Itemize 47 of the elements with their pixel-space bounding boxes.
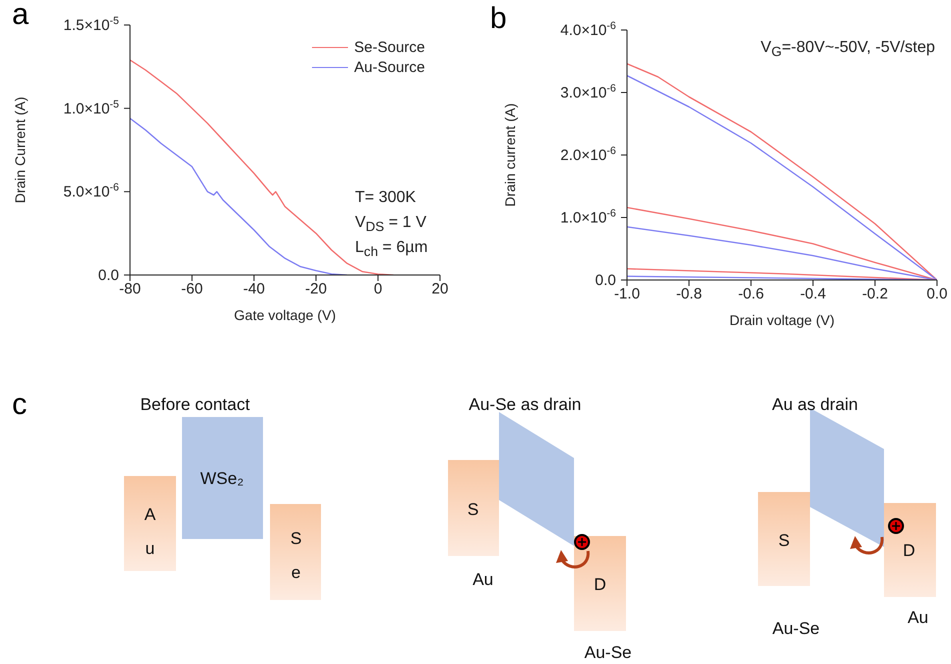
annotation: L$_{ch}$ = 6µm xyxy=(355,239,428,260)
x-tick-label: -0.6 xyxy=(738,286,764,303)
text: WSe₂ xyxy=(199,468,245,490)
y-tick-label: 1.0×10$^{-6}$ xyxy=(560,208,616,226)
text: D xyxy=(592,575,608,595)
x-tick-label: -1.0 xyxy=(614,286,640,303)
y-tick-label: 1.0×10$^{-5}$ xyxy=(63,98,120,118)
y-tick-label: 3.0×10$^{-6}$ xyxy=(560,82,616,102)
chart-title: b xyxy=(490,2,507,36)
text: Au-Se xyxy=(771,619,821,639)
text: Au xyxy=(906,608,930,628)
y-tick-label: 1.5×10$^{-5}$ xyxy=(63,15,120,34)
text: Au xyxy=(472,570,494,590)
text: Au as drain xyxy=(771,395,859,415)
x-tick-label: 0.0 xyxy=(926,286,948,303)
annotation: V$_{DS}$ = 1 V xyxy=(355,214,426,234)
legend-label: Se-Source xyxy=(354,38,425,56)
text: c xyxy=(12,388,27,422)
y-tick-label: 0.0 xyxy=(98,267,119,284)
text: Au-Se xyxy=(583,643,633,663)
x-axis-title: Gate voltage (V) xyxy=(234,307,336,323)
chart-title: a xyxy=(12,0,29,32)
text: S xyxy=(466,500,480,520)
y-tick-label: 5.0×10$^{-6}$ xyxy=(63,182,120,201)
x-tick-label: -80 xyxy=(119,280,141,298)
y-tick-label: 2.0×10$^{-6}$ xyxy=(560,145,616,164)
x-tick-label: -20 xyxy=(305,280,327,298)
x-axis-title: Drain voltage (V) xyxy=(729,312,835,328)
x-tick-label: -0.4 xyxy=(800,286,826,303)
legend-label: Au-Source xyxy=(354,58,425,76)
text: Se xyxy=(289,528,303,584)
x-tick-label: -0.8 xyxy=(676,286,702,303)
y-tick-label: 4.0×10$^{-6}$ xyxy=(560,20,616,39)
text: D xyxy=(902,541,916,561)
text: Au xyxy=(143,504,157,560)
x-tick-label: -40 xyxy=(243,280,265,298)
text: S xyxy=(777,531,791,551)
annotation: T= 300K xyxy=(355,189,416,207)
x-tick-label: -0.2 xyxy=(862,286,888,303)
x-tick-label: 20 xyxy=(432,280,448,298)
y-axis-title: Drain Current (A) xyxy=(12,96,28,204)
x-tick-label: 0 xyxy=(374,280,382,298)
y-axis-title: Drain current (A) xyxy=(502,103,518,207)
text: Au-Se as drain xyxy=(468,395,582,415)
x-tick-label: -60 xyxy=(181,280,203,298)
annotation: V$_{G}$=-80V~-50V, -5V/step xyxy=(760,39,935,60)
text: Before contact xyxy=(139,395,251,415)
